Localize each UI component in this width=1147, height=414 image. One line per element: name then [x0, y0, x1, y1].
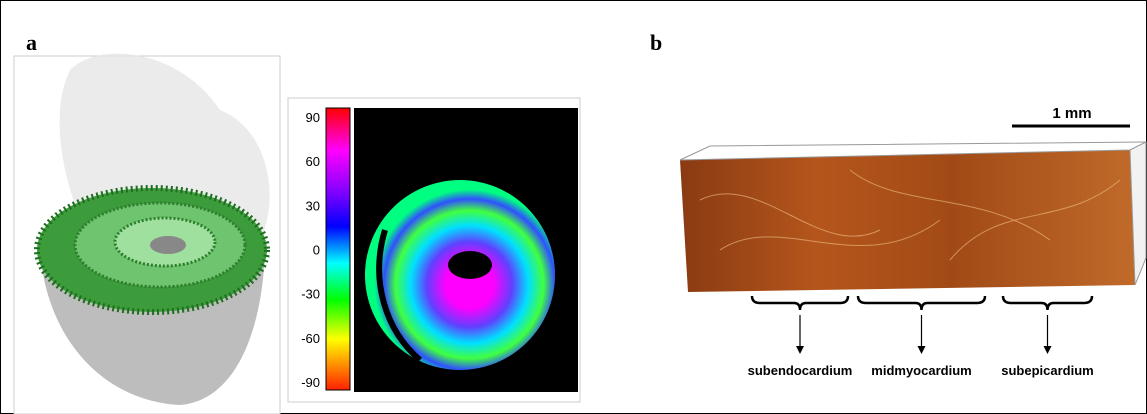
- colorbar-tick-label: 30: [306, 198, 320, 213]
- lumen: [150, 236, 186, 254]
- panel-label: b: [650, 30, 662, 55]
- figure: a 90 60 30 0 -30 -60 -90 b 1 mm subendocardium…: [0, 0, 1147, 414]
- region-label: subepicardium: [1001, 363, 1093, 378]
- region-label: subendocardium: [748, 363, 853, 378]
- colorbar-tick-label: -90: [301, 375, 320, 390]
- page: {"panel_a": {"label": "a", "colorbar": {…: [0, 0, 1147, 414]
- region-label: midmyocardium: [871, 363, 971, 378]
- body: a 90 60 30 0 -30 -60 -90 b 1 mm subendocardium…: [0, 0, 1147, 414]
- brace: [858, 296, 985, 310]
- panel-label: a: [26, 30, 37, 55]
- colorbar-tick-label: -30: [301, 287, 320, 302]
- arrow-head: [796, 346, 804, 354]
- colorbar-tick-label: -60: [301, 331, 320, 346]
- brace: [1003, 296, 1092, 310]
- tissue-block: [680, 150, 1135, 292]
- colorbar-tick-label: 0: [313, 243, 320, 258]
- arrow-head: [1044, 346, 1052, 354]
- regions: subendocardium midmyocardium subepicardium: [748, 296, 1094, 378]
- colorbar-tick-label: 90: [306, 110, 320, 125]
- map-lumen: [448, 251, 492, 279]
- brace: [752, 296, 848, 310]
- colorbar-tick-label: 60: [306, 154, 320, 169]
- scale-bar-label: 1 mm: [1052, 105, 1091, 122]
- arrow-head: [918, 346, 926, 354]
- colorbar: [326, 108, 350, 390]
